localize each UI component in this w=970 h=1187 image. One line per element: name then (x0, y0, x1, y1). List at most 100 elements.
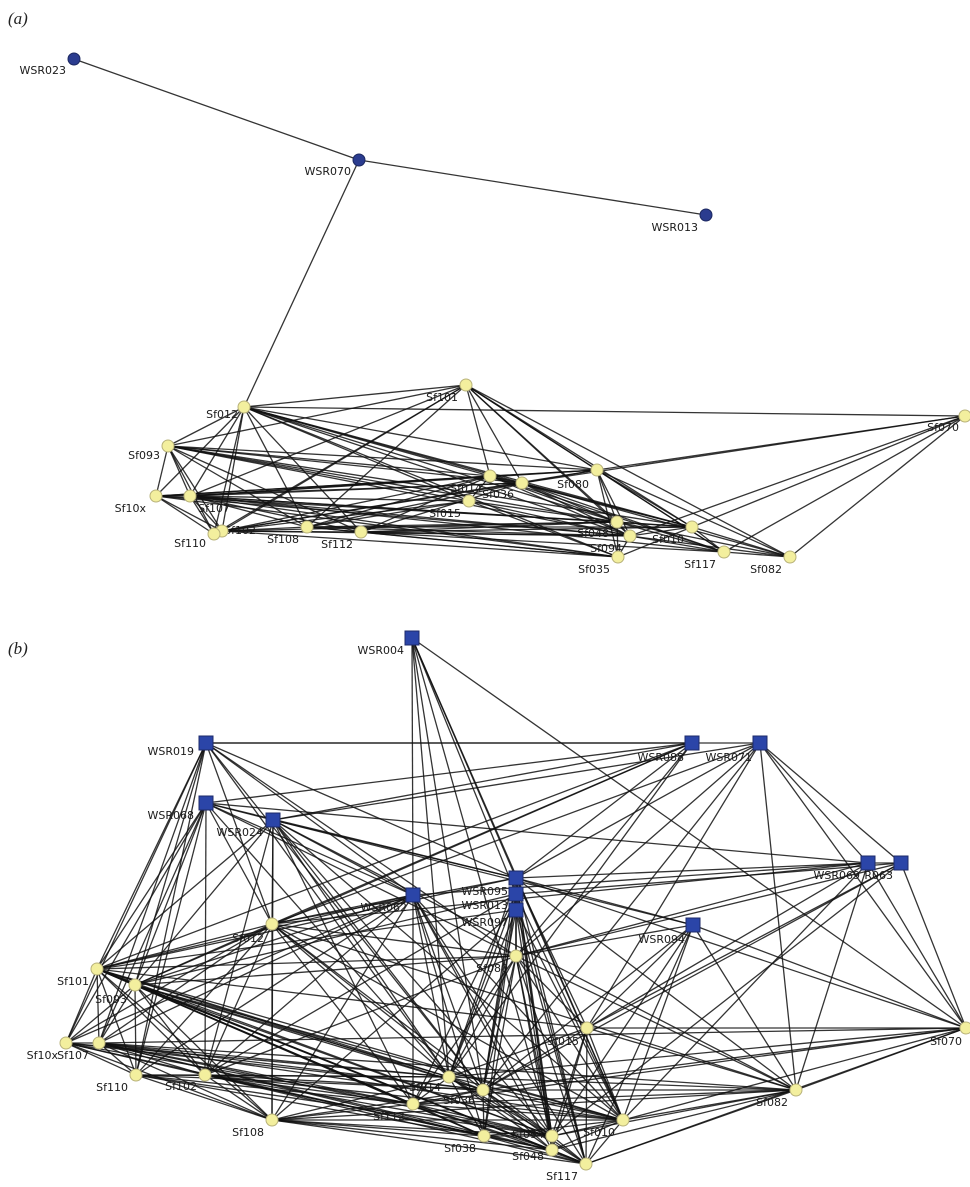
node-marker (579, 1157, 593, 1171)
edge-Sf101-Sf107 (96, 968, 100, 1044)
edge-WSR024-Sf010 (272, 819, 624, 1121)
edge-WSR004-WSR013 (411, 637, 517, 895)
edge-Sf014-Sf080 (489, 469, 598, 477)
edge-WSR019-Sf014 (205, 742, 450, 1078)
edge-WSR019-WSR062 (205, 742, 414, 896)
node-marker (129, 1068, 143, 1082)
edge-Sf080-Sf112 (412, 955, 517, 1105)
edge-WSR024-Sf036 (272, 819, 484, 1091)
edge-WSR094-Sf036 (482, 924, 694, 1091)
edge-WSR069-Sf082 (795, 862, 869, 1091)
edge-WSR068-Sf107 (98, 802, 207, 1044)
edge-Sf036-Sf108 (271, 1089, 484, 1121)
edge-WSR024-Sf101 (96, 819, 274, 970)
edge-WSR019-Sf10x (65, 742, 207, 1044)
edge-Sf036-Sf080 (521, 469, 598, 484)
edge-Sf112-Sf036 (360, 482, 523, 533)
node-marker (860, 855, 876, 871)
edge-Sf010-Sf117 (691, 526, 725, 553)
edge-Sf015-Sf048 (551, 1027, 588, 1151)
edge-Sf080-Sf094 (596, 469, 631, 537)
edge-Sf012-Sf102 (204, 923, 273, 1076)
edge-WSR088-Sf101 (96, 742, 693, 970)
edge-Sf093-Sf094 (134, 984, 553, 1137)
node-sf093: Sf093 (95, 978, 142, 1006)
edge-Sf036-Sf117 (521, 482, 725, 553)
node-marker (67, 52, 81, 66)
edge-Sf012-Sf080 (243, 406, 598, 471)
edge-Sf012-Sf035 (243, 406, 619, 558)
node-marker (684, 735, 700, 751)
node-marker (783, 550, 797, 564)
node-marker (685, 917, 701, 933)
edge-WSR071-Sf012 (271, 742, 761, 925)
node-label: R063 (864, 869, 893, 882)
node-marker (545, 1143, 559, 1157)
node-sf070: Sf070 (927, 409, 970, 434)
node-label: Sf082 (756, 1096, 788, 1109)
node-sf101: Sf101 (426, 378, 473, 404)
edge-WSR068-Sf102 (204, 802, 207, 1076)
edge-WSR024-Sf102 (204, 819, 274, 1076)
node-sf117: Sf117 (546, 1157, 593, 1183)
node-marker (459, 378, 473, 392)
edge-Sf093-Sf10x (155, 445, 169, 497)
edge-WSR068-Sf080 (205, 802, 517, 957)
node-sf108: Sf108 (267, 520, 314, 546)
edge-Sf093-Sf107 (98, 984, 136, 1044)
node-label: Sf093 (95, 993, 127, 1006)
edge-WSR095-Sf010 (515, 877, 624, 1121)
edge-WSR068-Sf012 (205, 802, 273, 925)
edge-Sf102-Sf080 (221, 469, 598, 532)
edge-Sf012-Sf048 (243, 406, 618, 523)
edge-Sf107-Sf070 (98, 1027, 967, 1044)
edge-Sf080-Sf117 (596, 469, 725, 553)
edge-WSR070-Sf012 (243, 159, 360, 408)
edge-Sf080-Sf035 (596, 469, 619, 558)
edge-WSR063-Sf036 (482, 862, 902, 1091)
edge-Sf012-Sf010 (271, 923, 624, 1121)
edge-Sf036-Sf010 (482, 1089, 624, 1121)
edge-WSR023-WSR070 (73, 58, 360, 161)
edge-Sf094-Sf117 (551, 1135, 587, 1165)
edge-Sf107-Sf108 (189, 495, 308, 528)
edge-Sf036-Sf094 (521, 482, 631, 537)
edge-WSR097-Sf014 (448, 909, 517, 1078)
edge-Sf036-Sf112 (412, 1089, 484, 1105)
node-marker (265, 917, 279, 931)
edge-Sf010-Sf082 (691, 526, 791, 558)
edge-Sf080-Sf117 (515, 955, 587, 1165)
node-label: Sf108 (267, 533, 299, 546)
edge-Sf038-Sf117 (483, 1135, 587, 1165)
node-label: WSR023 (20, 64, 67, 77)
node-label: Sf117 (546, 1170, 578, 1183)
edge-WSR013-Sf093 (134, 893, 517, 986)
node-label: Sf108 (232, 1126, 264, 1139)
node-wsr013: WSR013 (652, 208, 713, 234)
edge-Sf117-Sf082 (723, 551, 791, 558)
node-label: Sf048 (512, 1150, 544, 1163)
edge-WSR062-Sf014 (412, 894, 450, 1078)
node-label: WSR095 (462, 885, 509, 898)
edge-WSR069-WSR095 (515, 862, 869, 879)
edge-WSR071-WSR024 (272, 742, 761, 821)
edge-WSR095-Sf015 (515, 877, 588, 1029)
node-marker (406, 1097, 420, 1111)
edge-Sf093-Sf102 (167, 445, 223, 532)
edge-Sf015-Sf035 (468, 500, 619, 558)
node-label: Sf036 (482, 488, 514, 501)
edge-WSR068-Sf101 (96, 802, 207, 970)
node-marker (699, 208, 713, 222)
edge-Sf036-Sf117 (482, 1089, 587, 1165)
edge-Sf015-Sf048 (468, 500, 618, 523)
edge-WSR094-Sf082 (692, 924, 797, 1091)
edge-Sf102-Sf035 (221, 530, 619, 558)
node-marker (477, 1129, 491, 1143)
node-marker (685, 520, 699, 534)
edge-Sf070-Sf094 (629, 415, 966, 537)
node-marker (789, 1083, 803, 1097)
edge-Sf082-Sf112 (412, 1089, 797, 1105)
node-sf048: Sf048 (577, 515, 624, 540)
node-sf108: Sf108 (232, 1113, 279, 1139)
edge-WSR088-WSR024 (272, 742, 693, 821)
